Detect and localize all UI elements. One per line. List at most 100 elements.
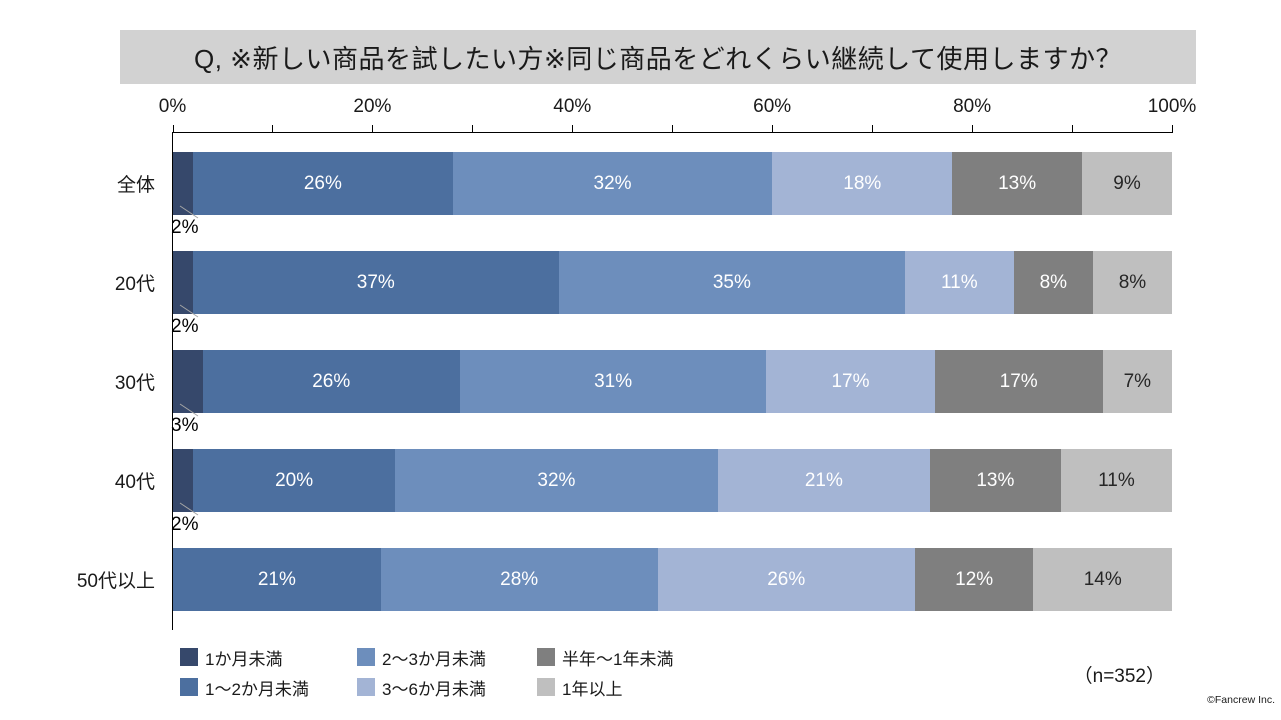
bar-segment-label: 32% bbox=[593, 172, 632, 194]
x-axis-tick bbox=[372, 125, 374, 133]
bar-segment: 8% bbox=[1013, 251, 1093, 314]
bar-segment-label: 7% bbox=[1123, 370, 1152, 392]
bar-segment-label: 12% bbox=[955, 568, 994, 590]
bar-segment: 21% bbox=[717, 449, 930, 512]
bar-segment-label: 18% bbox=[843, 172, 882, 194]
bar-segment: 14% bbox=[1033, 548, 1172, 611]
bar-segment-label: 20% bbox=[275, 469, 314, 491]
legend-label: 1〜2か月未満 bbox=[205, 679, 309, 699]
bar-segment: 13% bbox=[952, 152, 1083, 215]
legend-label: 3〜6か月未満 bbox=[382, 679, 486, 699]
callout-leader-line bbox=[179, 304, 199, 318]
bar-segment: 20% bbox=[193, 449, 395, 512]
legend-label: 2〜3か月未満 bbox=[382, 649, 486, 669]
bar-segment: 7% bbox=[1102, 350, 1172, 413]
bar-segment-label: 28% bbox=[500, 568, 539, 590]
x-axis-tick bbox=[272, 125, 274, 133]
category-label: 30代 bbox=[114, 373, 155, 394]
legend-swatch bbox=[180, 648, 198, 666]
x-axis-tick bbox=[672, 125, 674, 133]
bar-segment-label: 17% bbox=[999, 370, 1038, 392]
bar-segment-label: 13% bbox=[998, 172, 1037, 194]
callout-leader-line bbox=[179, 205, 199, 219]
small-value-callout: 2% bbox=[171, 514, 199, 535]
bar-segment: 17% bbox=[766, 350, 935, 413]
x-axis-tick bbox=[872, 125, 874, 133]
bar-segment-label: 37% bbox=[356, 271, 395, 293]
bar-segment-label: 26% bbox=[312, 370, 351, 392]
x-axis-tick bbox=[1172, 125, 1173, 133]
x-axis-tick bbox=[572, 125, 574, 133]
bar-segment-label: 11% bbox=[941, 271, 978, 293]
x-axis-tick bbox=[972, 125, 974, 133]
stacked-bar: 37% 35% 11% 8% 8% bbox=[173, 251, 1172, 314]
bar-segment: 26% bbox=[202, 350, 460, 413]
bar-segment-label: 26% bbox=[767, 568, 806, 590]
bar-segment: 9% bbox=[1082, 152, 1172, 215]
bar-segment: 35% bbox=[558, 251, 905, 314]
bar-segment-label: 26% bbox=[303, 172, 342, 194]
stacked-bar: 20% 32% 21% 13% 11% bbox=[173, 449, 1172, 512]
bar-segment-label: 17% bbox=[831, 370, 870, 392]
category-label: 全体 bbox=[116, 175, 155, 196]
legend-swatch bbox=[537, 648, 555, 666]
bar-segment-label: 13% bbox=[976, 469, 1015, 491]
small-value-callout: 2% bbox=[171, 217, 199, 238]
bar-segment bbox=[173, 350, 203, 413]
x-axis-tick-label: 40% bbox=[553, 96, 592, 117]
callout-leader-line bbox=[179, 403, 199, 417]
x-axis-tick-label: 80% bbox=[953, 96, 992, 117]
bar-segment: 18% bbox=[772, 152, 953, 215]
legend-item: 2〜3か月未満 bbox=[357, 647, 486, 669]
bar-segment: 31% bbox=[459, 350, 767, 413]
legend-swatch bbox=[180, 678, 198, 696]
bar-segment bbox=[173, 152, 193, 215]
x-axis-tick bbox=[172, 125, 174, 133]
bar-segment-label: 35% bbox=[712, 271, 751, 293]
x-axis-tick-label: 60% bbox=[753, 96, 792, 117]
bar-segment-label: 8% bbox=[1039, 271, 1068, 293]
bar-segment bbox=[173, 251, 193, 314]
legend-item: 1か月未満 bbox=[180, 647, 283, 669]
legend-item: 1〜2か月未満 bbox=[180, 677, 309, 699]
sample-size-note: （n=352） bbox=[1073, 666, 1165, 687]
bar-segment-label: 21% bbox=[804, 469, 843, 491]
bar-segment: 28% bbox=[380, 548, 658, 611]
x-axis-tick bbox=[772, 125, 774, 133]
bar-segment: 13% bbox=[929, 449, 1061, 512]
bar-segment: 21% bbox=[173, 548, 381, 611]
bar-segment: 11% bbox=[904, 251, 1014, 314]
y-axis-line bbox=[172, 132, 173, 630]
legend-item: 1年以上 bbox=[537, 677, 623, 699]
legend-label: 1年以上 bbox=[562, 679, 623, 699]
bar-segment: 37% bbox=[192, 251, 559, 314]
bar-segment: 12% bbox=[914, 548, 1034, 611]
bar-segment-label: 21% bbox=[257, 568, 296, 590]
legend-swatch bbox=[357, 648, 375, 666]
small-value-callout: 2% bbox=[171, 316, 199, 337]
x-axis-tick bbox=[1072, 125, 1074, 133]
bar-segment: 32% bbox=[394, 449, 718, 512]
small-value-callout: 3% bbox=[171, 415, 199, 436]
bar-segment-label: 11% bbox=[1098, 469, 1135, 491]
stacked-bar: 21% 28% 26% 12% 14% bbox=[173, 548, 1172, 611]
bar-segment: 32% bbox=[452, 152, 773, 215]
stacked-bar: 26% 31% 17% 17% 7% bbox=[173, 350, 1172, 413]
copyright-credit: ©Fancrew Inc. bbox=[1207, 694, 1275, 706]
legend-item: 3〜6か月未満 bbox=[357, 677, 486, 699]
bar-segment-label: 8% bbox=[1118, 271, 1147, 293]
bar-segment: 17% bbox=[934, 350, 1103, 413]
category-label: 50代以上 bbox=[76, 571, 155, 592]
legend-swatch bbox=[537, 678, 555, 696]
bar-segment-label: 14% bbox=[1083, 568, 1122, 590]
callout-leader-line bbox=[179, 502, 199, 516]
bar-segment bbox=[173, 449, 194, 512]
x-axis-tick-label: 0% bbox=[158, 96, 187, 117]
bar-segment: 11% bbox=[1060, 449, 1172, 512]
bar-segment: 26% bbox=[657, 548, 915, 611]
legend-label: 1か月未満 bbox=[205, 649, 283, 669]
category-label: 40代 bbox=[114, 472, 155, 493]
legend-label: 半年〜1年未満 bbox=[562, 649, 674, 669]
x-axis-tick bbox=[472, 125, 474, 133]
